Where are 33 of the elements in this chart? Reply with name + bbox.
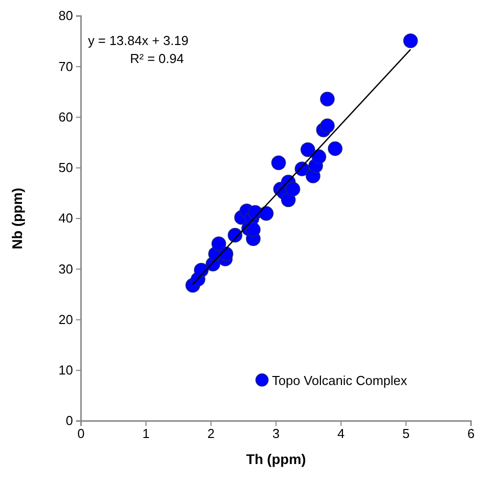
x-tick-label: 4 bbox=[337, 426, 345, 442]
x-tick-label: 3 bbox=[272, 426, 280, 442]
x-tick-label: 1 bbox=[142, 426, 150, 442]
point bbox=[320, 92, 335, 106]
point bbox=[246, 222, 261, 237]
point bbox=[218, 246, 234, 262]
y-tick-label: 20 bbox=[58, 312, 73, 327]
x-tick-label: 5 bbox=[402, 426, 410, 442]
y-tick-label: 40 bbox=[58, 210, 73, 226]
y-tick-label: 30 bbox=[58, 261, 73, 276]
point bbox=[403, 34, 418, 48]
y-tick-label: 50 bbox=[58, 160, 73, 176]
x-tick-label: 6 bbox=[467, 426, 475, 442]
y-tick-label: 80 bbox=[58, 8, 73, 24]
point bbox=[211, 236, 226, 252]
y-axis-title: Nb (ppm) bbox=[9, 188, 25, 250]
y-tick-label: 70 bbox=[58, 58, 73, 74]
y-tick-label: 0 bbox=[66, 413, 73, 428]
point bbox=[286, 182, 300, 196]
point bbox=[300, 142, 316, 157]
point bbox=[328, 141, 342, 156]
point bbox=[271, 156, 286, 170]
x-axis-title: Th (ppm) bbox=[246, 451, 306, 467]
y-tick-label: 10 bbox=[58, 362, 73, 378]
x-tick-label: 0 bbox=[77, 426, 85, 442]
y-tick-label: 60 bbox=[58, 109, 73, 124]
point bbox=[258, 206, 274, 221]
point bbox=[312, 149, 326, 164]
x-tick-label: 2 bbox=[207, 426, 215, 442]
annotation: R² = 0.94 bbox=[130, 51, 184, 66]
point bbox=[320, 118, 335, 134]
legend-label: Topo Volcanic Complex bbox=[272, 373, 408, 388]
annotation: y = 13.84x + 3.19 bbox=[88, 33, 188, 48]
